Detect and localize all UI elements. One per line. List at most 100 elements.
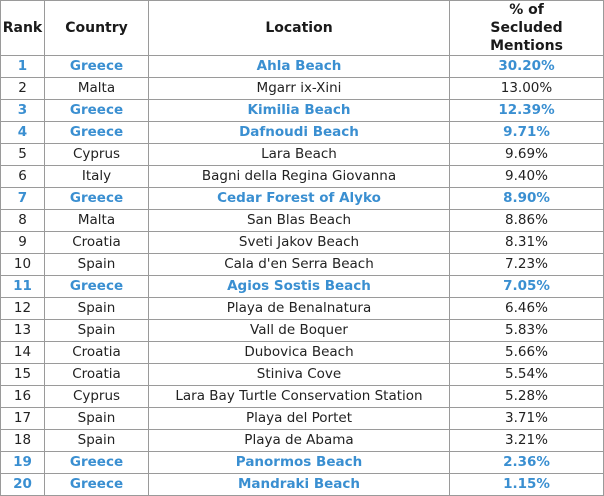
- table-row: 15 Croatia Stiniva Cove 5.54%: [0, 363, 604, 386]
- cell-rank: 11: [0, 275, 45, 298]
- cell-country: Greece: [44, 451, 149, 474]
- cell-location: Vall de Boquer: [148, 319, 450, 342]
- cell-rank: 13: [0, 319, 45, 342]
- header-location: Location: [148, 0, 450, 56]
- cell-location: Mandraki Beach: [148, 473, 450, 496]
- header-pct: % of Secluded Mentions: [449, 0, 604, 56]
- cell-country: Cyprus: [44, 143, 149, 166]
- cell-country: Greece: [44, 55, 149, 78]
- cell-location: Agios Sostis Beach: [148, 275, 450, 298]
- table-row: 16 Cyprus Lara Bay Turtle Conservation Sta…: [0, 385, 604, 408]
- table-row: 4 Greece Dafnoudi Beach 9.71%: [0, 121, 604, 144]
- header-rank: Rank: [0, 0, 45, 56]
- cell-country: Croatia: [44, 341, 149, 364]
- cell-location: Playa de Abama: [148, 429, 450, 452]
- cell-rank: 12: [0, 297, 45, 320]
- cell-rank: 19: [0, 451, 45, 474]
- cell-location: Dafnoudi Beach: [148, 121, 450, 144]
- cell-pct: 8.31%: [449, 231, 604, 254]
- table-row: 6 Italy Bagni della Regina Giovanna 9.40%: [0, 165, 604, 188]
- table-row: 17 Spain Playa del Portet 3.71%: [0, 407, 604, 430]
- table-row: 18 Spain Playa de Abama 3.21%: [0, 429, 604, 452]
- cell-rank: 9: [0, 231, 45, 254]
- cell-country: Spain: [44, 253, 149, 276]
- cell-country: Greece: [44, 99, 149, 122]
- table-row: 1 Greece Ahla Beach 30.20%: [0, 55, 604, 78]
- cell-country: Spain: [44, 319, 149, 342]
- cell-location: Lara Beach: [148, 143, 450, 166]
- cell-rank: 10: [0, 253, 45, 276]
- cell-pct: 7.23%: [449, 253, 604, 276]
- cell-location: Panormos Beach: [148, 451, 450, 474]
- cell-country: Greece: [44, 187, 149, 210]
- table-row: 11 Greece Agios Sostis Beach 7.05%: [0, 275, 604, 298]
- cell-country: Malta: [44, 77, 149, 100]
- table-row: 20 Greece Mandraki Beach 1.15%: [0, 473, 604, 496]
- cell-location: Kimilia Beach: [148, 99, 450, 122]
- cell-pct: 8.86%: [449, 209, 604, 232]
- cell-location: Stiniva Cove: [148, 363, 450, 386]
- cell-rank: 14: [0, 341, 45, 364]
- table-row: 19 Greece Panormos Beach 2.36%: [0, 451, 604, 474]
- cell-country: Greece: [44, 473, 149, 496]
- cell-location: Lara Bay Turtle Conservation Station: [148, 385, 450, 408]
- table-row: 12 Spain Playa de Benalnatura 6.46%: [0, 297, 604, 320]
- cell-pct: 5.54%: [449, 363, 604, 386]
- cell-pct: 5.83%: [449, 319, 604, 342]
- cell-rank: 6: [0, 165, 45, 188]
- cell-location: Playa del Portet: [148, 407, 450, 430]
- cell-country: Malta: [44, 209, 149, 232]
- cell-country: Croatia: [44, 231, 149, 254]
- header-row: Rank Country Location % of Secluded Ment…: [0, 0, 604, 56]
- cell-location: Sveti Jakov Beach: [148, 231, 450, 254]
- cell-location: Ahla Beach: [148, 55, 450, 78]
- cell-rank: 15: [0, 363, 45, 386]
- cell-pct: 2.36%: [449, 451, 604, 474]
- cell-location: Cedar Forest of Alyko: [148, 187, 450, 210]
- cell-country: Italy: [44, 165, 149, 188]
- cell-rank: 8: [0, 209, 45, 232]
- cell-rank: 18: [0, 429, 45, 452]
- cell-location: Playa de Benalnatura: [148, 297, 450, 320]
- cell-pct: 5.28%: [449, 385, 604, 408]
- cell-rank: 1: [0, 55, 45, 78]
- cell-country: Cyprus: [44, 385, 149, 408]
- cell-rank: 20: [0, 473, 45, 496]
- cell-pct: 13.00%: [449, 77, 604, 100]
- cell-pct: 12.39%: [449, 99, 604, 122]
- cell-country: Croatia: [44, 363, 149, 386]
- cell-country: Greece: [44, 275, 149, 298]
- table-body: 1 Greece Ahla Beach 30.20% 2 Malta Mgarr ix-Xi…: [0, 55, 604, 496]
- table-row: 14 Croatia Dubovica Beach 5.66%: [0, 341, 604, 364]
- table-row: 2 Malta Mgarr ix-Xini 13.00%: [0, 77, 604, 100]
- cell-country: Spain: [44, 407, 149, 430]
- table-row: 13 Spain Vall de Boquer 5.83%: [0, 319, 604, 342]
- header-country: Country: [44, 0, 149, 56]
- cell-rank: 4: [0, 121, 45, 144]
- cell-pct: 5.66%: [449, 341, 604, 364]
- cell-rank: 3: [0, 99, 45, 122]
- cell-pct: 9.69%: [449, 143, 604, 166]
- cell-pct: 1.15%: [449, 473, 604, 496]
- cell-country: Greece: [44, 121, 149, 144]
- cell-pct: 9.71%: [449, 121, 604, 144]
- cell-rank: 5: [0, 143, 45, 166]
- cell-country: Spain: [44, 297, 149, 320]
- table-row: 5 Cyprus Lara Beach 9.69%: [0, 143, 604, 166]
- cell-location: Mgarr ix-Xini: [148, 77, 450, 100]
- table-row: 8 Malta San Blas Beach 8.86%: [0, 209, 604, 232]
- table-row: 10 Spain Cala d'en Serra Beach 7.23%: [0, 253, 604, 276]
- cell-pct: 3.21%: [449, 429, 604, 452]
- cell-rank: 17: [0, 407, 45, 430]
- cell-pct: 7.05%: [449, 275, 604, 298]
- cell-location: San Blas Beach: [148, 209, 450, 232]
- cell-country: Spain: [44, 429, 149, 452]
- cell-pct: 3.71%: [449, 407, 604, 430]
- cell-pct: 30.20%: [449, 55, 604, 78]
- cell-rank: 2: [0, 77, 45, 100]
- cell-pct: 8.90%: [449, 187, 604, 210]
- cell-location: Cala d'en Serra Beach: [148, 253, 450, 276]
- cell-location: Dubovica Beach: [148, 341, 450, 364]
- cell-pct: 9.40%: [449, 165, 604, 188]
